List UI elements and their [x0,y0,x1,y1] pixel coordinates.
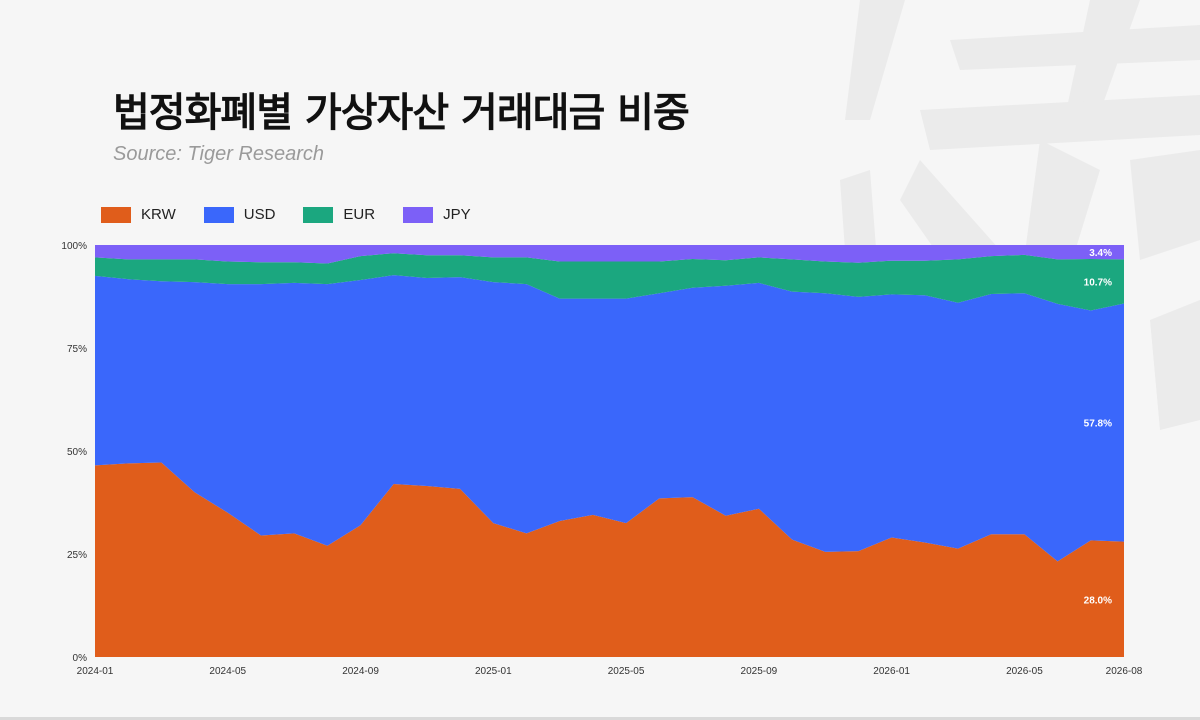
legend-item-jpy: JPY [403,206,471,223]
area-usd [95,275,1124,562]
source-note: Source: Tiger Research [113,143,325,165]
y-tick-label: 50% [67,447,87,458]
x-tick-label: 2026-08 [1106,666,1143,677]
x-tick-label: 2025-09 [741,666,778,677]
bottom-divider [0,717,1200,720]
legend-label-eur: EUR [343,206,376,223]
area-jpy [95,245,1124,264]
x-tick-label: 2025-05 [608,666,645,677]
y-tick-label: 0% [73,653,88,664]
legend-swatch-krw [101,206,131,223]
legend-item-eur: EUR [303,206,375,223]
chart-legend: KRW USD EUR JPY [101,206,499,223]
x-tick-label: 2024-01 [77,666,114,677]
x-tick-label: 2026-01 [873,666,910,677]
x-tick-label: 2024-09 [342,666,379,677]
legend-label-usd: USD [243,206,276,223]
end-value-label-jpy: 3.4% [1089,248,1112,259]
y-tick-label: 100% [61,241,87,252]
legend-label-krw: KRW [141,206,176,223]
page-title: 법정화폐별 가상자산 거래대금 비중 [113,90,690,136]
legend-item-krw: KRW [101,206,176,223]
end-value-label-krw: 28.0% [1084,595,1112,606]
legend-label-jpy: JPY [443,206,471,223]
legend-item-usd: USD [203,206,276,223]
area-krw [95,462,1124,657]
y-tick-label: 25% [67,550,87,561]
x-tick-label: 2026-05 [1006,666,1043,677]
x-tick-label: 2025-01 [475,666,512,677]
end-value-label-eur: 10.7% [1084,277,1112,288]
legend-swatch-usd [203,206,234,223]
area-eur [95,253,1124,311]
legend-swatch-eur [303,206,334,223]
end-value-label-usd: 57.8% [1084,419,1112,430]
y-tick-label: 75% [67,344,87,355]
x-tick-label: 2024-05 [209,666,246,677]
legend-swatch-jpy [403,206,434,223]
